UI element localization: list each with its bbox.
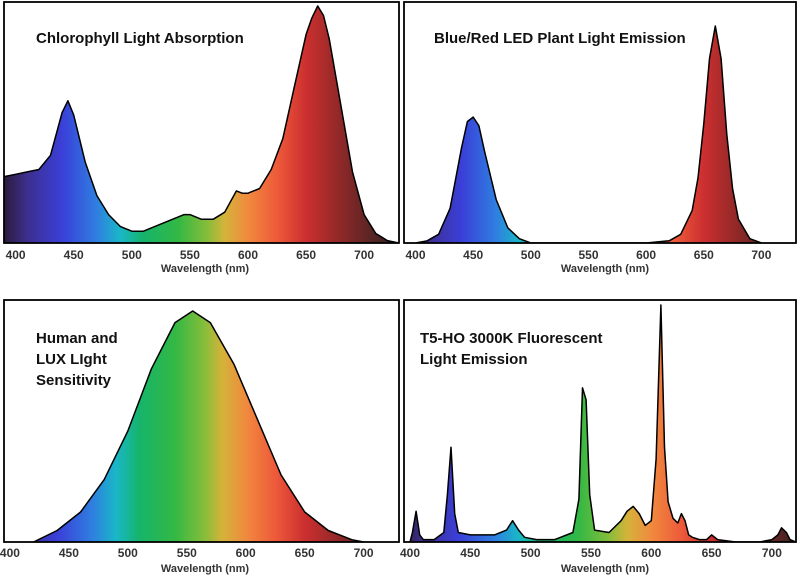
x-tick-label: 700 xyxy=(354,248,374,262)
x-tick-label: 550 xyxy=(180,248,200,262)
x-tick-label: 600 xyxy=(641,546,661,560)
spectrum-curve xyxy=(415,25,762,243)
x-tick-label: 700 xyxy=(751,248,771,262)
spectrum-curve xyxy=(409,304,796,542)
x-tick-label: 500 xyxy=(122,248,142,262)
chart-panel-human-sensitivity: Human and LUX LIght Sensitivity 400 450 50… xyxy=(0,299,400,575)
x-axis-title: Wavelength (nm) xyxy=(561,563,650,575)
spectrum-curve xyxy=(4,5,399,243)
chart-title-line-1: T5-HO 3000K Fluorescent xyxy=(420,330,603,347)
plot-frame xyxy=(403,299,797,543)
chart-title: Blue/Red LED Plant Light Emission xyxy=(434,30,686,47)
x-tick-label: 400 xyxy=(405,248,425,262)
x-tick-label: 650 xyxy=(295,546,315,560)
chart-panel-fluorescent-emission: T5-HO 3000K Fluorescent Light Emission 4… xyxy=(400,299,797,575)
chart-title-line-1: Human and xyxy=(36,330,118,347)
x-tick-label: 550 xyxy=(578,248,598,262)
x-tick-label: 400 xyxy=(6,248,26,262)
x-tick-label: 400 xyxy=(400,546,420,560)
x-tick-label: 650 xyxy=(694,248,714,262)
x-tick-label: 600 xyxy=(238,248,258,262)
x-tick-label: 450 xyxy=(463,248,483,262)
plot-frame xyxy=(3,299,400,543)
x-tick-label: 450 xyxy=(59,546,79,560)
chart-title-line-3: Sensitivity xyxy=(36,372,112,389)
chart-panel-led-emission: Blue/Red LED Plant Light Emission 400 450… xyxy=(403,1,797,275)
spectrum-area xyxy=(410,305,796,542)
x-tick-label: 500 xyxy=(521,546,541,560)
plot-frame xyxy=(403,1,797,244)
x-tick-label: 700 xyxy=(762,546,782,560)
chart-title: Chlorophyll Light Absorption xyxy=(36,30,244,47)
x-tick-label: 450 xyxy=(64,248,84,262)
x-axis-title: Wavelength (nm) xyxy=(161,263,250,275)
chart-title-line-2: Light Emission xyxy=(420,351,528,368)
x-tick-label: 550 xyxy=(581,546,601,560)
spectrum-area xyxy=(415,26,762,243)
x-tick-label: 550 xyxy=(177,546,197,560)
spectrum-curve xyxy=(33,310,364,542)
plot-frame xyxy=(3,1,400,244)
chart-title-line-2: LUX LIght xyxy=(36,351,107,368)
x-axis-title: Wavelength (nm) xyxy=(161,563,250,575)
x-axis-title: Wavelength (nm) xyxy=(561,263,650,275)
x-tick-label: 600 xyxy=(236,546,256,560)
x-tick-label: 650 xyxy=(702,546,722,560)
spectrum-area xyxy=(4,6,399,243)
chart-panel-chlorophyll-absorption: Chlorophyll Light Absorption 400 450 500 55… xyxy=(3,1,400,275)
x-tick-label: 500 xyxy=(118,546,138,560)
spectrum-area xyxy=(33,311,364,542)
x-tick-label: 700 xyxy=(354,546,374,560)
x-tick-label: 600 xyxy=(636,248,656,262)
x-tick-label: 450 xyxy=(460,546,480,560)
x-tick-label: 400 xyxy=(0,546,20,560)
x-tick-label: 650 xyxy=(296,248,316,262)
x-tick-label: 500 xyxy=(521,248,541,262)
